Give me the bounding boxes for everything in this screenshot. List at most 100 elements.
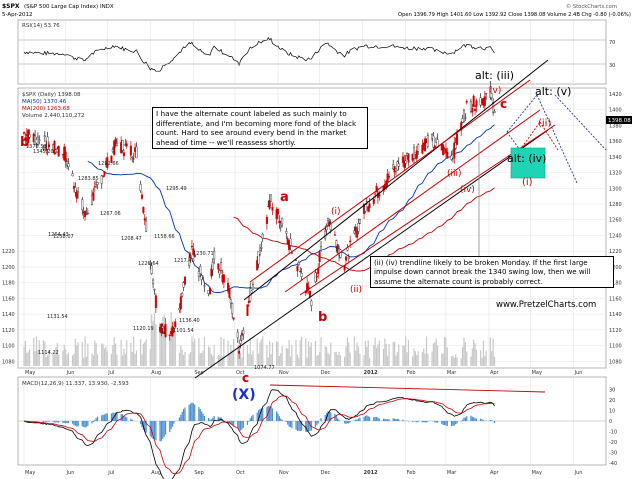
price-tick-right-1: 1400 (609, 108, 622, 114)
macd-histogram-bar (317, 421, 319, 424)
volume-bar (81, 342, 83, 366)
macd-histogram-bar (124, 416, 126, 421)
volume-bar (62, 350, 64, 366)
volume-bar (220, 337, 222, 366)
price-bar-body (42, 148, 45, 150)
volume-bar (33, 337, 35, 366)
volume-bar (281, 346, 283, 366)
volume-bar (395, 355, 397, 366)
volume-bar (145, 339, 147, 366)
price-bar-body (47, 144, 50, 148)
price-tick-right-9: 1240 (609, 233, 622, 239)
macd-histogram-bar (180, 414, 182, 421)
header-symbol: $SPX (2, 3, 20, 10)
volume-bar (171, 326, 174, 366)
price-label-2: 1283.85 (78, 176, 99, 182)
volume-bar (162, 316, 164, 366)
volume-bar (259, 342, 261, 366)
price-bar-body (181, 293, 184, 297)
price-bar-body (92, 192, 95, 201)
volume-bar (232, 338, 235, 366)
volume-bar (120, 339, 122, 366)
price-bar-body (372, 199, 375, 204)
price-bar-body (471, 108, 474, 113)
volume-bar (267, 357, 269, 366)
price-label-12: 1158.66 (154, 234, 175, 240)
macd-histogram-bar (474, 418, 476, 421)
volume-bar (319, 352, 321, 366)
price-bar-body (329, 224, 332, 230)
volume-bar (202, 350, 204, 366)
volume-bar (77, 342, 79, 366)
volume-bar (181, 349, 183, 366)
price-bar-body (121, 140, 124, 151)
price-bar-body (143, 218, 146, 221)
volume-bar (407, 340, 410, 366)
volume-bar (212, 356, 214, 366)
price-bar-body (260, 247, 263, 249)
volume-bar (296, 354, 299, 366)
volume-bar (355, 350, 357, 366)
month-label-top-4: Sep (194, 370, 203, 376)
volume-bar (198, 337, 200, 366)
macd-histogram-bar (270, 406, 272, 421)
macd-histogram-bar (83, 421, 85, 428)
macd-histogram-bar (238, 421, 240, 431)
volume-bar (227, 340, 229, 366)
price-bar-body (442, 144, 445, 155)
ma200-line (233, 187, 495, 272)
macd-tick-0: 30 (609, 388, 615, 394)
macd-histogram-bar (62, 421, 64, 423)
price-bar-body (122, 152, 125, 157)
price-bar-body (307, 286, 310, 289)
price-bar-body (300, 273, 303, 278)
price-tick-right-17: 1080 (609, 359, 622, 365)
macd-histogram-bar (309, 421, 311, 431)
macd-histogram-bar (203, 415, 206, 421)
macd-histogram-bar (298, 421, 300, 431)
price-tick-left-9: 1100 (2, 344, 15, 350)
macd-histogram-bar (237, 421, 239, 429)
volume-bar (55, 347, 57, 366)
volume-bar (155, 323, 157, 366)
month-label-top-1: Jun (66, 370, 75, 376)
volume-bar (191, 336, 193, 366)
price-bar-body (202, 277, 205, 279)
macd-histogram-bar (417, 421, 419, 422)
volume-bar (475, 349, 478, 366)
volume-bar (231, 350, 233, 366)
month-label-bottom-0: May (25, 470, 35, 476)
price-bar-body (252, 284, 255, 290)
price-bar-body (270, 194, 273, 202)
macd-histogram-bar (106, 413, 108, 421)
volume-bar (385, 343, 387, 366)
volume-bar (344, 356, 346, 366)
macd-histogram-bar (145, 421, 147, 433)
volume-bar (121, 355, 124, 366)
price-bar-body (485, 93, 488, 95)
price-bar-body (465, 101, 468, 103)
volume-bar (455, 354, 457, 366)
macd-histogram-bar (115, 412, 117, 421)
volume-bar (256, 338, 258, 366)
volume-bar (396, 352, 398, 366)
price-bar-body (222, 274, 225, 283)
macd-line (23, 389, 495, 479)
macd-histogram-bar (91, 421, 93, 424)
price-bar-body (145, 220, 148, 232)
price-bar-body (189, 255, 192, 259)
volume-bar (271, 342, 274, 366)
price-bar-body (113, 140, 116, 155)
macd-histogram-bar (130, 418, 132, 421)
channel-line-black-upper (243, 59, 549, 301)
volume-bar (445, 337, 447, 366)
volume-bar (217, 354, 219, 366)
channel-line-red-mid (284, 109, 541, 293)
macd-histogram-bar (463, 417, 465, 421)
price-bar-body (150, 265, 153, 274)
wave-label-b-mid: b (318, 310, 327, 325)
annotation-note-black-count: I have the alternate count labeled as su… (152, 107, 368, 149)
price-label-6: 1258.07 (53, 234, 74, 240)
price-bar-body (326, 218, 329, 222)
price-bar-body (453, 142, 456, 159)
